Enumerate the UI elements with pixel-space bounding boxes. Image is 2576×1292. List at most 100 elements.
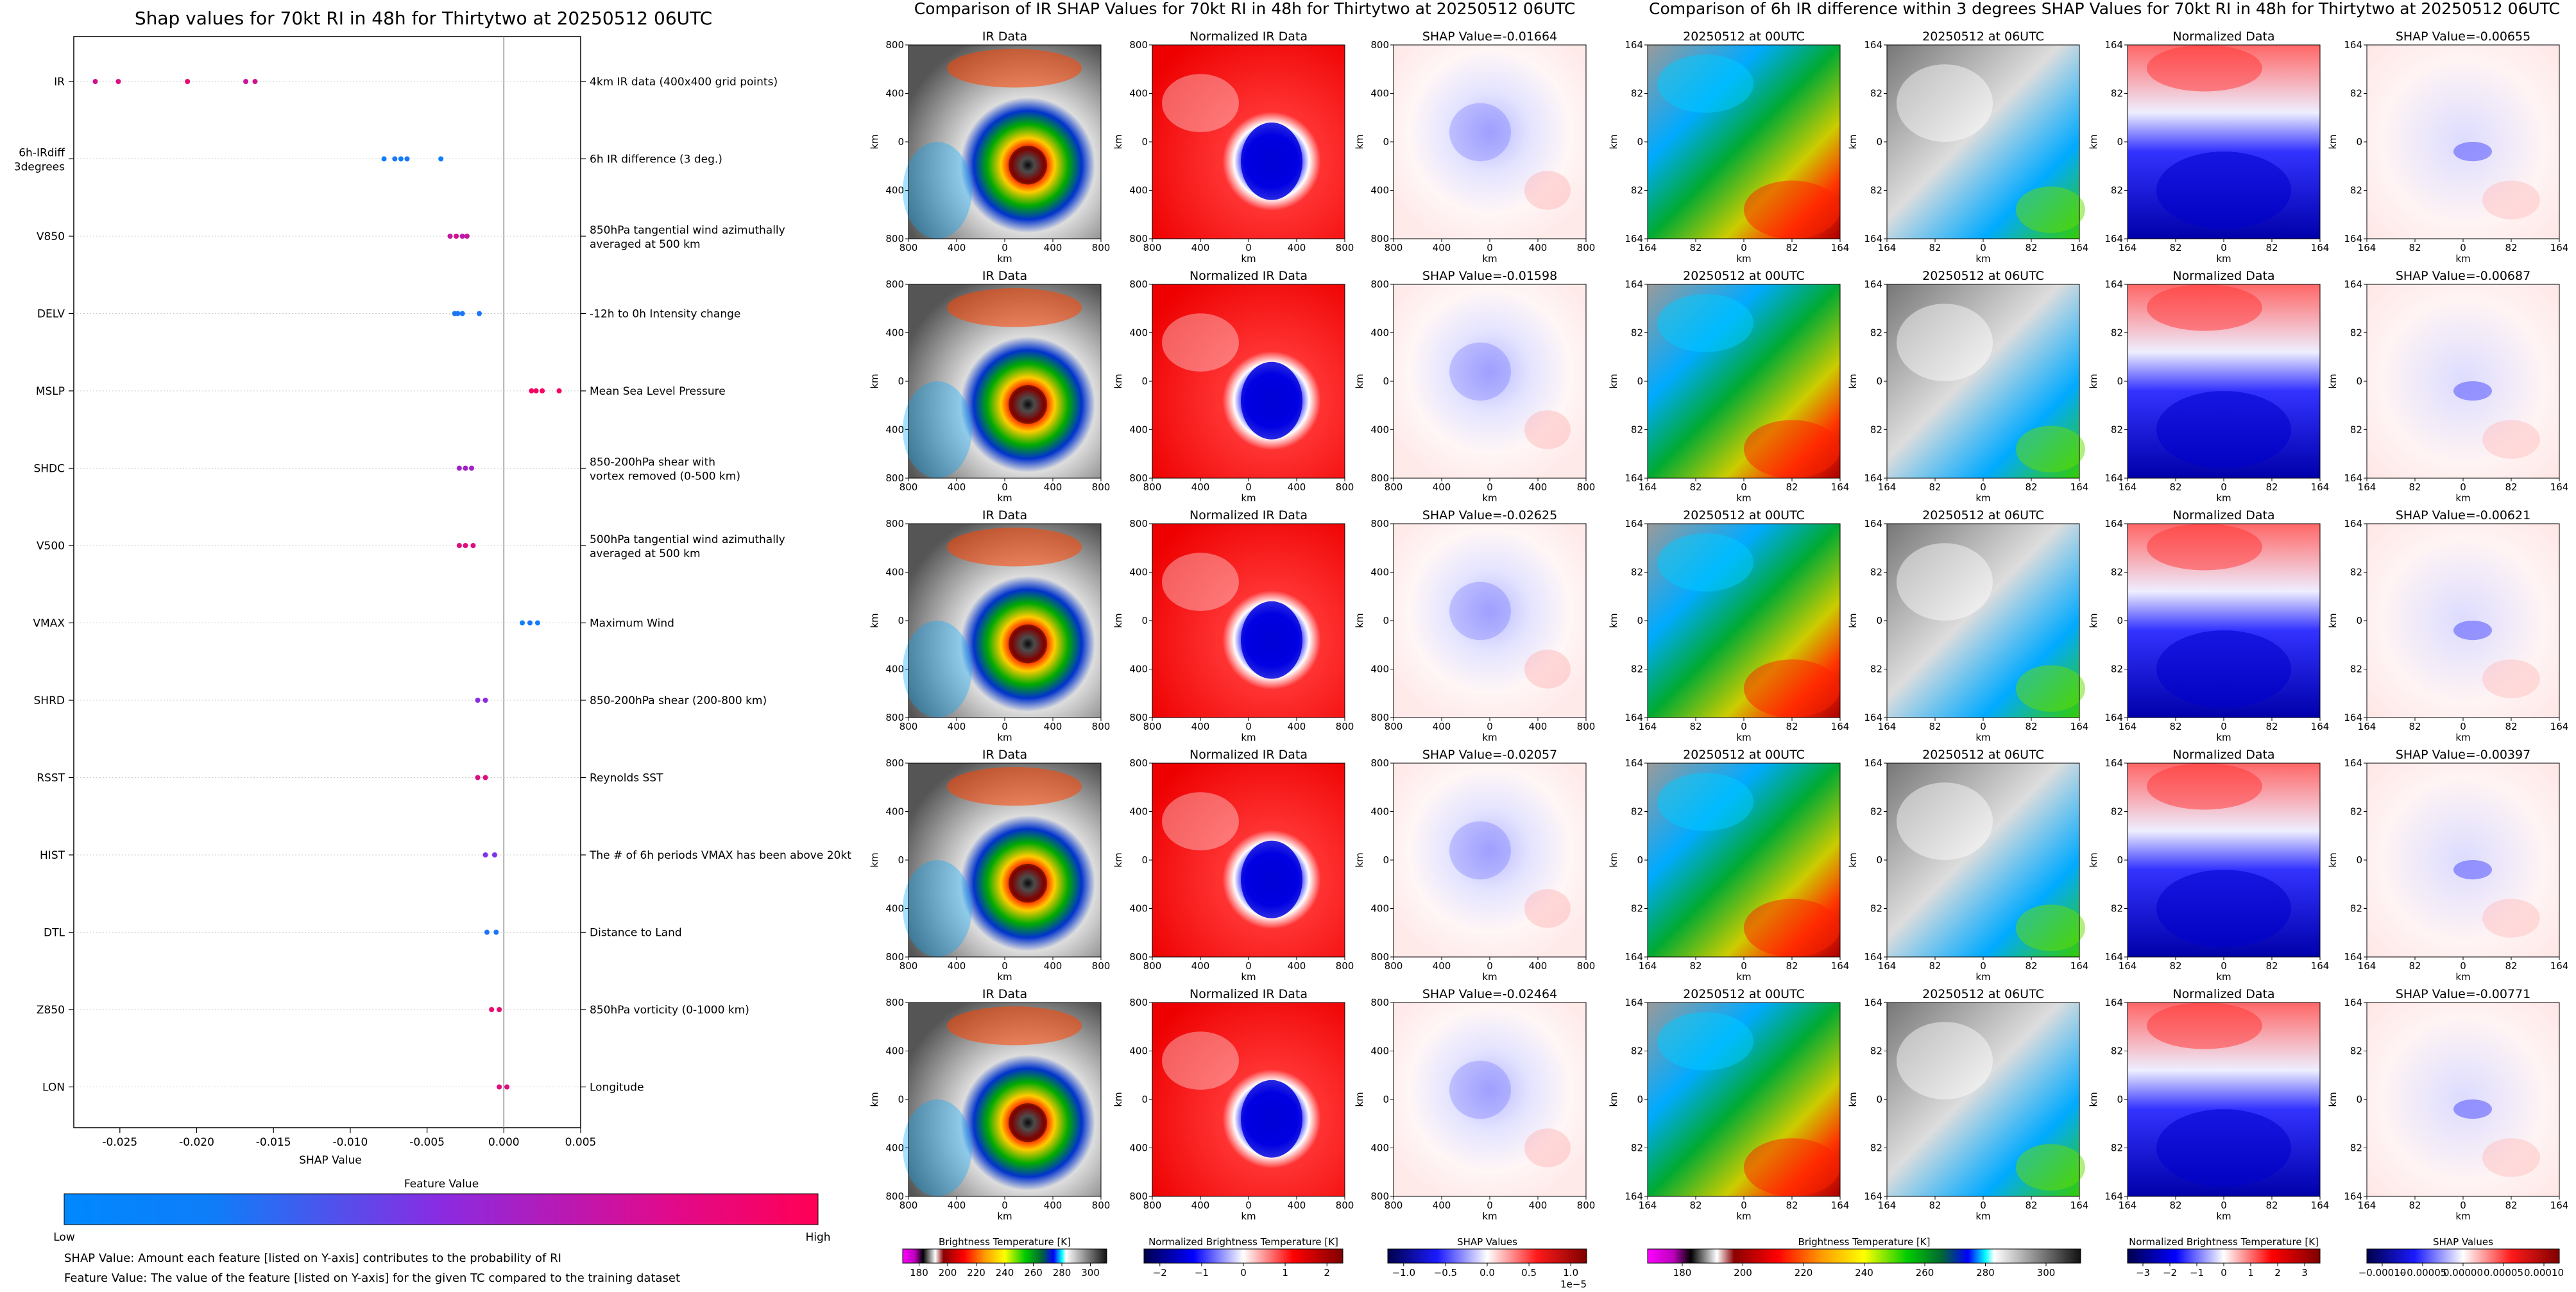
panel-title: Normalized IR Data xyxy=(1190,748,1308,762)
note-feature-value: Feature Value: The value of the feature … xyxy=(64,1271,680,1285)
panel-y-tick-label: 800 xyxy=(1370,1191,1389,1202)
panel-y-tick-label: 0 xyxy=(2356,1094,2362,1105)
panel-x-tick-label: 400 xyxy=(1433,721,1451,732)
shap-point xyxy=(392,156,398,162)
panel-y-tick-label: 0 xyxy=(2356,615,2362,626)
panel-y-tick-label: 164 xyxy=(1864,1191,1882,1202)
panel-title: SHAP Value=-0.01598 xyxy=(1422,269,1557,283)
panel-xlabel: km xyxy=(1482,253,1497,264)
panel-y-tick-label: 0 xyxy=(1141,375,1148,387)
panel-y-tick-label: 400 xyxy=(1370,664,1389,675)
panel-y-tick-label: 0 xyxy=(1876,1094,1882,1105)
x-tick-label: -0.025 xyxy=(102,1136,137,1149)
panel-feature-blob xyxy=(1744,659,1840,718)
panel-xlabel: km xyxy=(2216,971,2231,983)
panel-x-tick-label: 800 xyxy=(1385,721,1403,732)
panel-feature-blob xyxy=(1162,74,1239,132)
panel-title: Normalized Data xyxy=(2172,508,2274,522)
panel-ylabel: km xyxy=(1113,1092,1124,1107)
x-tick-label: 0.005 xyxy=(565,1136,597,1149)
panel-feature-blob xyxy=(2156,870,2291,947)
panel-x-tick-label: 0 xyxy=(1980,481,1986,493)
panel-y-tick-label: 800 xyxy=(885,951,904,963)
image-panel: Normalized IR Data8008004004000040040080… xyxy=(1113,987,1354,1222)
feature-label: DTL xyxy=(44,927,65,940)
panel-x-tick-label: 800 xyxy=(1092,721,1111,732)
colorbar-tick-label: 0 xyxy=(1240,1267,1247,1279)
feature-label: VMAX xyxy=(33,617,65,630)
panel-x-tick-label: 82 xyxy=(2169,242,2181,254)
panel-xlabel: km xyxy=(1241,492,1256,504)
panel-x-tick-label: 800 xyxy=(1143,1200,1162,1211)
panel-x-tick-label: 164 xyxy=(1639,242,1657,254)
shap-point xyxy=(447,234,453,239)
panel-y-tick-label: 0 xyxy=(2117,375,2123,387)
panel-y-tick-label: 82 xyxy=(2350,1046,2362,1057)
panel-y-tick-label: 82 xyxy=(2350,806,2362,818)
panel-x-tick-label: 800 xyxy=(1092,481,1111,493)
panel-xlabel: km xyxy=(2216,492,2231,504)
panel-y-tick-label: 400 xyxy=(1370,185,1389,196)
panel-xlabel: km xyxy=(997,253,1012,264)
image-panel: Normalized IR Data8008004004000040040080… xyxy=(1113,269,1354,504)
panel-x-tick-label: 82 xyxy=(2025,960,2037,972)
panel-y-tick-label: 0 xyxy=(1876,615,1882,626)
panel-title: Normalized Data xyxy=(2172,987,2274,1001)
panel-x-tick-label: 0 xyxy=(1002,721,1008,732)
panel-x-tick-label: 82 xyxy=(1929,1200,1941,1211)
panel-ylabel: km xyxy=(869,613,880,628)
panel-y-tick-label: 82 xyxy=(2111,1142,2123,1154)
panel-y-tick-label: 800 xyxy=(885,233,904,245)
panel-x-tick-label: 0 xyxy=(2460,960,2466,972)
panel-y-tick-label: 400 xyxy=(1370,903,1389,915)
panel-y-tick-label: 164 xyxy=(1864,39,1882,51)
shap-point xyxy=(463,465,468,471)
panel-ylabel: km xyxy=(2327,613,2339,628)
panel-feature-blob xyxy=(2482,1138,2540,1177)
panel-x-tick-label: 800 xyxy=(900,481,918,493)
panel-x-tick-label: 0 xyxy=(2221,721,2227,732)
colorbar-tick-label: 1 xyxy=(2248,1267,2254,1279)
panel-y-tick-label: 82 xyxy=(2111,664,2123,675)
panel-y-tick-label: 0 xyxy=(1141,136,1148,148)
panel-xlabel: km xyxy=(1736,732,1751,743)
panel-y-tick-label: 164 xyxy=(1864,472,1882,484)
image-panel: SHAP Value=-0.00621164164828200828216416… xyxy=(2327,508,2568,743)
panel-ylabel: km xyxy=(1847,374,1859,388)
panel-x-tick-label: 400 xyxy=(1433,1200,1451,1211)
panel-x-tick-label: 0 xyxy=(1002,960,1008,972)
panel-feature-blob xyxy=(947,1006,1082,1046)
panel-feature-blob xyxy=(1897,543,1993,621)
panel-title: IR Data xyxy=(982,987,1027,1001)
panel-ylabel: km xyxy=(1847,134,1859,149)
panel-feature-blob xyxy=(1449,581,1511,641)
feature-description-line2: averaged at 500 km xyxy=(590,238,701,251)
shap-point xyxy=(529,388,534,393)
panel-xlabel: km xyxy=(997,732,1012,743)
feature-label: 6h-IRdiff xyxy=(19,147,65,160)
panel-y-tick-label: 82 xyxy=(2111,327,2123,339)
feature-label: V850 xyxy=(37,230,65,243)
image-panel: Normalized Data1641648282008282164164kmk… xyxy=(2088,508,2329,743)
panel-y-tick-label: 400 xyxy=(1129,567,1148,578)
panel-x-tick-label: 82 xyxy=(2265,721,2278,732)
panel-y-tick-label: 800 xyxy=(1370,39,1389,51)
panel-feature-blob xyxy=(1009,1103,1047,1142)
panel-xlabel: km xyxy=(1482,971,1497,983)
panel-y-tick-label: 82 xyxy=(1631,664,1643,675)
panel-y-tick-label: 800 xyxy=(1129,39,1148,51)
image-panel: Normalized Data1641648282008282164164kmk… xyxy=(2088,987,2329,1222)
panel-y-tick-label: 800 xyxy=(1129,1191,1148,1202)
panel-y-tick-label: 82 xyxy=(1870,1046,1882,1057)
panel-x-tick-label: 400 xyxy=(1433,481,1451,493)
panel-y-tick-label: 0 xyxy=(2356,136,2362,148)
panel-y-tick-label: 400 xyxy=(1129,664,1148,675)
panel-xlabel: km xyxy=(1736,1210,1751,1222)
panel-y-tick-label: 400 xyxy=(1370,567,1389,578)
panel-y-tick-label: 800 xyxy=(885,39,904,51)
panel-x-tick-label: 82 xyxy=(1929,242,1941,254)
shap-point xyxy=(504,1084,510,1090)
panel-x-tick-label: 800 xyxy=(1092,242,1111,254)
panel-y-tick-label: 164 xyxy=(2344,233,2362,245)
